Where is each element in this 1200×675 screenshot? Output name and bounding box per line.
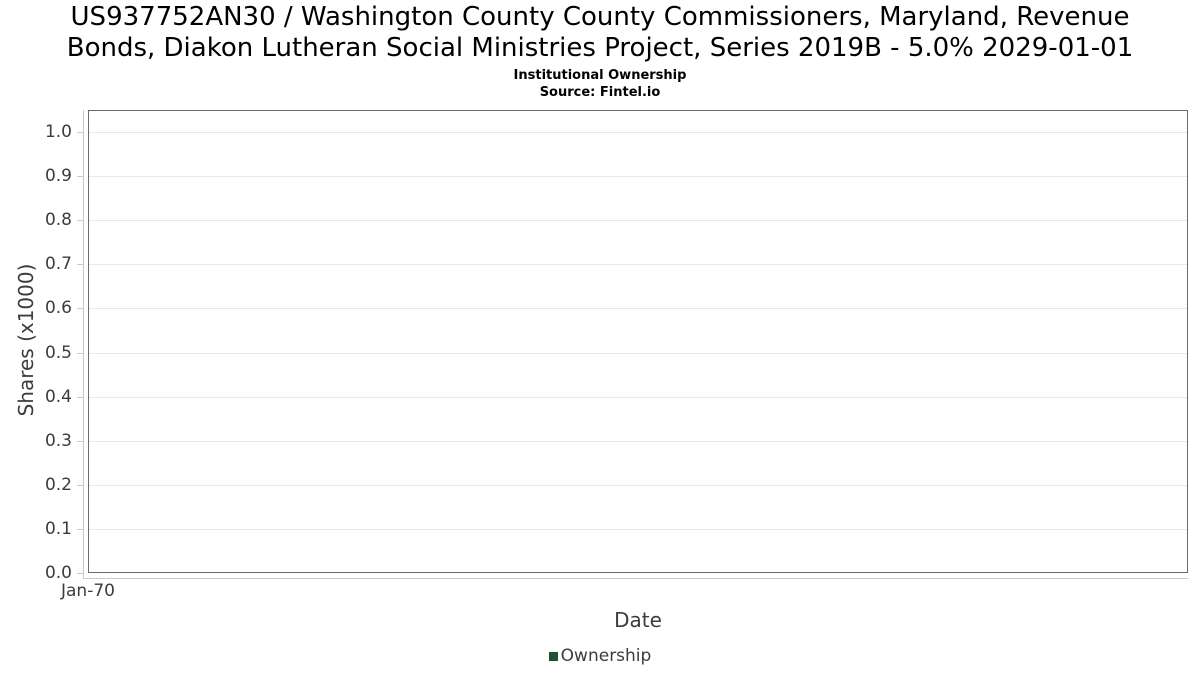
- x-axis-title: Date: [614, 608, 662, 632]
- y-tick-label: 0.8: [44, 210, 72, 230]
- y-tick: [77, 485, 83, 486]
- chart-source: Source: Fintel.io: [539, 85, 661, 100]
- y-tick: [77, 529, 83, 530]
- legend-item-ownership[interactable]: Ownership: [548, 646, 652, 666]
- plot-area: [88, 110, 1188, 573]
- y-axis-line: [83, 110, 84, 579]
- y-tick: [77, 132, 83, 133]
- y-gridline: [89, 397, 1187, 398]
- y-axis-title: Shares (x1000): [14, 263, 38, 417]
- legend-swatch-ownership: [548, 651, 558, 661]
- y-tick-label: 0.6: [44, 298, 72, 318]
- y-tick: [77, 573, 83, 574]
- y-gridline: [89, 485, 1187, 486]
- x-tick-label: Jan-70: [61, 581, 115, 601]
- y-tick-label: 1.0: [44, 122, 72, 142]
- y-tick-label: 0.4: [44, 387, 72, 407]
- y-tick-label: 0.9: [44, 166, 72, 186]
- y-tick: [77, 397, 83, 398]
- y-tick: [77, 308, 83, 309]
- y-tick: [77, 264, 83, 265]
- y-tick-label: 0.2: [44, 475, 72, 495]
- y-gridline: [89, 132, 1187, 133]
- chart-title-line-2: Bonds, Diakon Lutheran Social Ministries…: [66, 33, 1134, 63]
- y-tick-label: 0.0: [44, 563, 72, 583]
- y-tick-label: 0.1: [44, 519, 72, 539]
- y-gridline: [89, 353, 1187, 354]
- y-tick: [77, 220, 83, 221]
- y-tick-label: 0.7: [44, 254, 72, 274]
- y-gridline: [89, 441, 1187, 442]
- x-axis-line: [83, 578, 1188, 579]
- y-tick-label: 0.5: [44, 343, 72, 363]
- chart-title-line-1: US937752AN30 / Washington County County …: [70, 2, 1130, 32]
- chart-subtitle: Institutional Ownership: [513, 68, 687, 83]
- y-gridline: [89, 176, 1187, 177]
- y-gridline: [89, 308, 1187, 309]
- y-tick: [77, 176, 83, 177]
- y-tick: [77, 441, 83, 442]
- legend: Ownership: [0, 646, 1200, 666]
- y-gridline: [89, 264, 1187, 265]
- y-gridline: [89, 529, 1187, 530]
- legend-label-ownership: Ownership: [560, 646, 652, 666]
- y-tick: [77, 353, 83, 354]
- y-gridline: [89, 220, 1187, 221]
- y-tick-label: 0.3: [44, 431, 72, 451]
